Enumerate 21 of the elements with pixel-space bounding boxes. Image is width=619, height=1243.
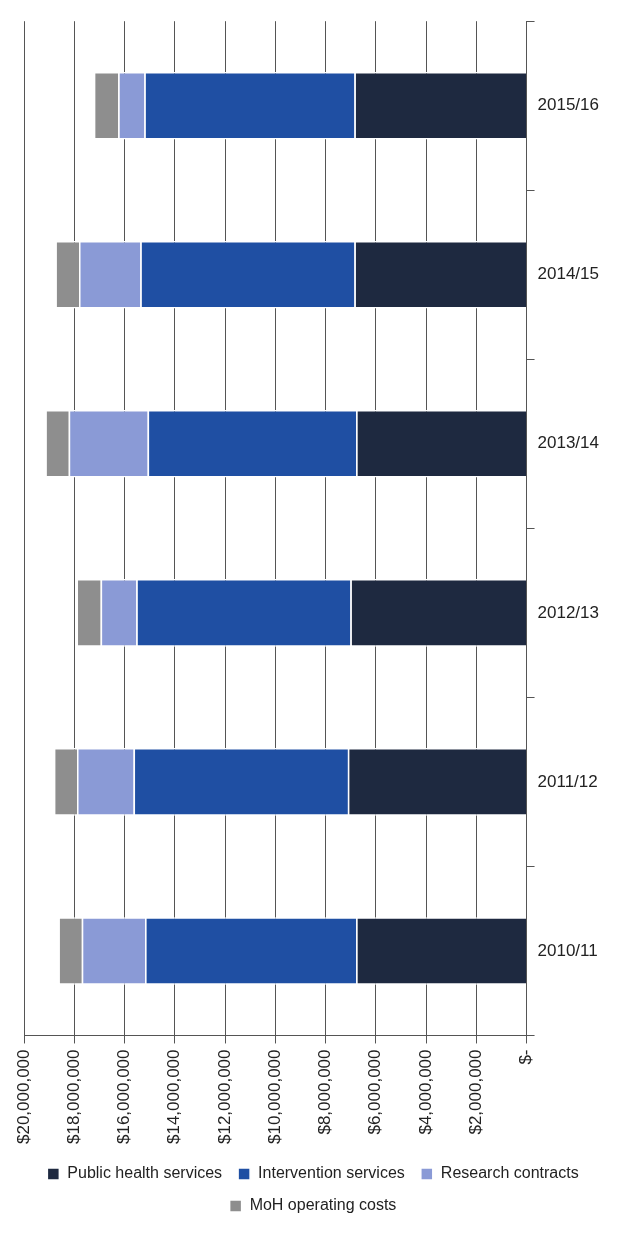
x-tick-label: $16,000,000 [114, 1049, 134, 1145]
x-tick-label: $- [516, 1049, 536, 1065]
x-tick-label: $2,000,000 [465, 1049, 485, 1135]
x-tick-label: $4,000,000 [415, 1049, 435, 1135]
x-tick-label: $12,000,000 [214, 1049, 234, 1145]
y-tick-label: 2012/13 [537, 602, 599, 622]
y-tick-label: 2010/11 [537, 940, 598, 960]
x-tick-label: $18,000,000 [63, 1049, 83, 1145]
legend-label: Intervention services [258, 1164, 405, 1182]
x-tick-label: $6,000,000 [365, 1049, 385, 1135]
legend-label: MoH operating costs [249, 1196, 397, 1214]
x-tick-label: $10,000,000 [264, 1049, 284, 1145]
x-tick-label: $14,000,000 [164, 1049, 184, 1145]
y-tick-label: 2015/16 [537, 95, 599, 115]
x-tick-label: $20,000,000 [13, 1049, 33, 1145]
y-tick-label: 2013/14 [537, 433, 599, 453]
legend-label: Research contracts [440, 1164, 579, 1182]
x-tick-label: $8,000,000 [315, 1049, 335, 1135]
y-tick-label: 2014/15 [537, 264, 599, 284]
legend-label: Public health services [67, 1164, 223, 1182]
y-tick-label: 2011/12 [537, 771, 598, 791]
